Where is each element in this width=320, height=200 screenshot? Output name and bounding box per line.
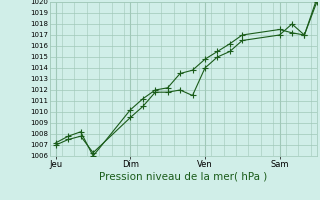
X-axis label: Pression niveau de la mer( hPa ): Pression niveau de la mer( hPa ) xyxy=(99,172,267,182)
